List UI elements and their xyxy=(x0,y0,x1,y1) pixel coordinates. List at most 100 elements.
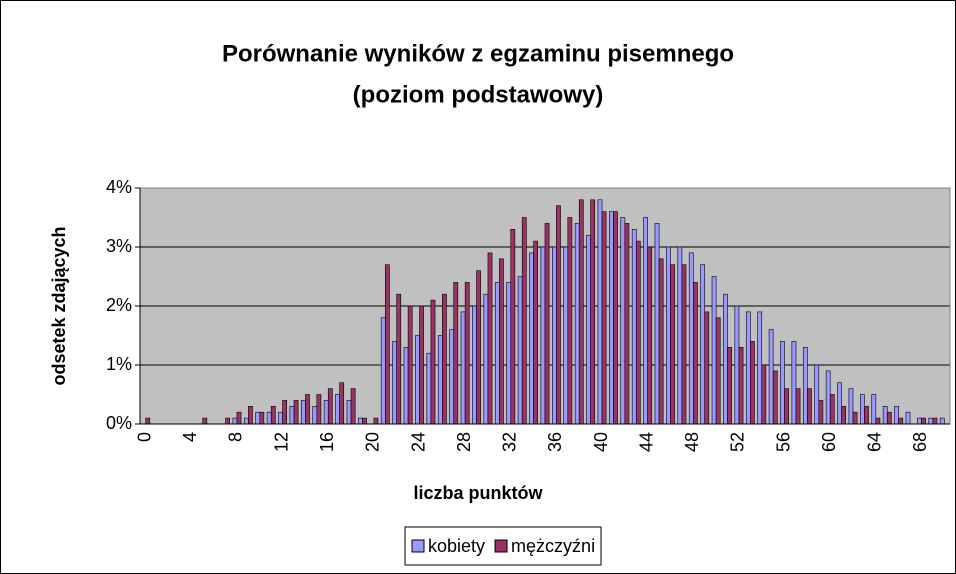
bar xyxy=(658,258,664,425)
bar xyxy=(723,293,728,425)
x-tick-label: 32 xyxy=(500,432,520,452)
bar xyxy=(419,305,424,425)
y-tick-label: 3% xyxy=(106,236,132,256)
bar xyxy=(666,246,671,425)
x-tick-label: 60 xyxy=(819,432,839,452)
bar xyxy=(426,352,432,425)
bar xyxy=(818,400,824,425)
bar xyxy=(225,417,230,425)
bar xyxy=(533,240,538,425)
bar xyxy=(711,276,717,425)
bar xyxy=(670,264,675,425)
bar xyxy=(693,282,698,425)
y-axis-title: odsetek zdających xyxy=(49,226,69,385)
bar xyxy=(453,282,459,425)
bar xyxy=(483,293,489,425)
legend-box xyxy=(404,526,602,566)
x-tick-label: 8 xyxy=(226,432,246,442)
bar xyxy=(635,240,641,425)
bar xyxy=(145,417,151,425)
x-tick-label: 0 xyxy=(134,432,154,442)
bar xyxy=(688,252,694,425)
bar xyxy=(248,405,253,425)
x-axis-title: liczba punktów xyxy=(413,483,543,503)
bar xyxy=(590,199,596,425)
y-tick-label: 4% xyxy=(106,177,132,197)
bar xyxy=(350,388,356,425)
bar xyxy=(510,229,516,425)
bar xyxy=(768,329,774,425)
bar xyxy=(864,405,869,425)
bar xyxy=(415,335,420,425)
bar xyxy=(681,264,687,425)
bar xyxy=(384,264,390,425)
bar xyxy=(232,417,238,425)
bar xyxy=(202,417,208,425)
bar xyxy=(293,400,299,425)
bar xyxy=(601,211,607,425)
bar xyxy=(243,417,249,425)
bar xyxy=(278,411,283,425)
bar xyxy=(499,258,504,425)
bar xyxy=(476,270,481,425)
bar xyxy=(586,234,591,425)
bar xyxy=(700,264,706,425)
bar xyxy=(472,305,477,425)
bar xyxy=(270,405,276,425)
bar xyxy=(574,223,580,425)
bar xyxy=(829,394,835,425)
x-tick-label: 40 xyxy=(591,432,611,452)
x-tick-label: 36 xyxy=(545,432,565,452)
bar xyxy=(506,282,512,425)
bar xyxy=(380,317,386,425)
legend-swatch xyxy=(411,539,425,553)
bar xyxy=(841,405,847,425)
bar xyxy=(255,411,261,425)
bar xyxy=(289,405,295,425)
bar xyxy=(442,293,447,425)
bar xyxy=(567,217,573,425)
bar xyxy=(921,417,926,425)
bar xyxy=(301,400,306,425)
y-tick-label: 0% xyxy=(106,413,132,433)
bar xyxy=(430,299,436,425)
legend-label: mężczyźni xyxy=(511,536,595,556)
x-tick-label: 48 xyxy=(682,432,702,452)
bar xyxy=(396,293,402,425)
bar xyxy=(556,205,561,425)
bar xyxy=(837,382,842,425)
legend-swatch xyxy=(494,539,508,553)
bar xyxy=(323,400,329,425)
x-tick-label: 4 xyxy=(180,432,200,442)
bar xyxy=(750,341,755,425)
bar xyxy=(928,417,934,425)
bar xyxy=(521,217,527,425)
bar xyxy=(312,405,318,425)
bar xyxy=(540,246,546,425)
bar xyxy=(460,311,466,425)
x-tick-label: 64 xyxy=(865,432,885,452)
bar xyxy=(734,305,740,425)
bar xyxy=(236,411,242,425)
bar xyxy=(802,346,808,425)
bar xyxy=(346,400,352,425)
bar xyxy=(761,364,767,425)
bar xyxy=(552,246,557,425)
x-tick-label: 24 xyxy=(408,432,428,452)
bar xyxy=(316,394,322,425)
x-tick-label: 68 xyxy=(910,432,930,452)
bar xyxy=(327,388,333,425)
bar xyxy=(939,417,945,425)
bar xyxy=(437,335,443,425)
bar xyxy=(620,217,626,425)
bar xyxy=(727,346,732,425)
bar xyxy=(757,311,763,425)
bar xyxy=(780,341,785,425)
bar xyxy=(305,394,310,425)
bar xyxy=(449,329,455,425)
y-tick-label: 1% xyxy=(106,354,132,374)
bar xyxy=(259,411,265,425)
y-tick-label: 2% xyxy=(106,295,132,315)
bar xyxy=(814,364,820,425)
